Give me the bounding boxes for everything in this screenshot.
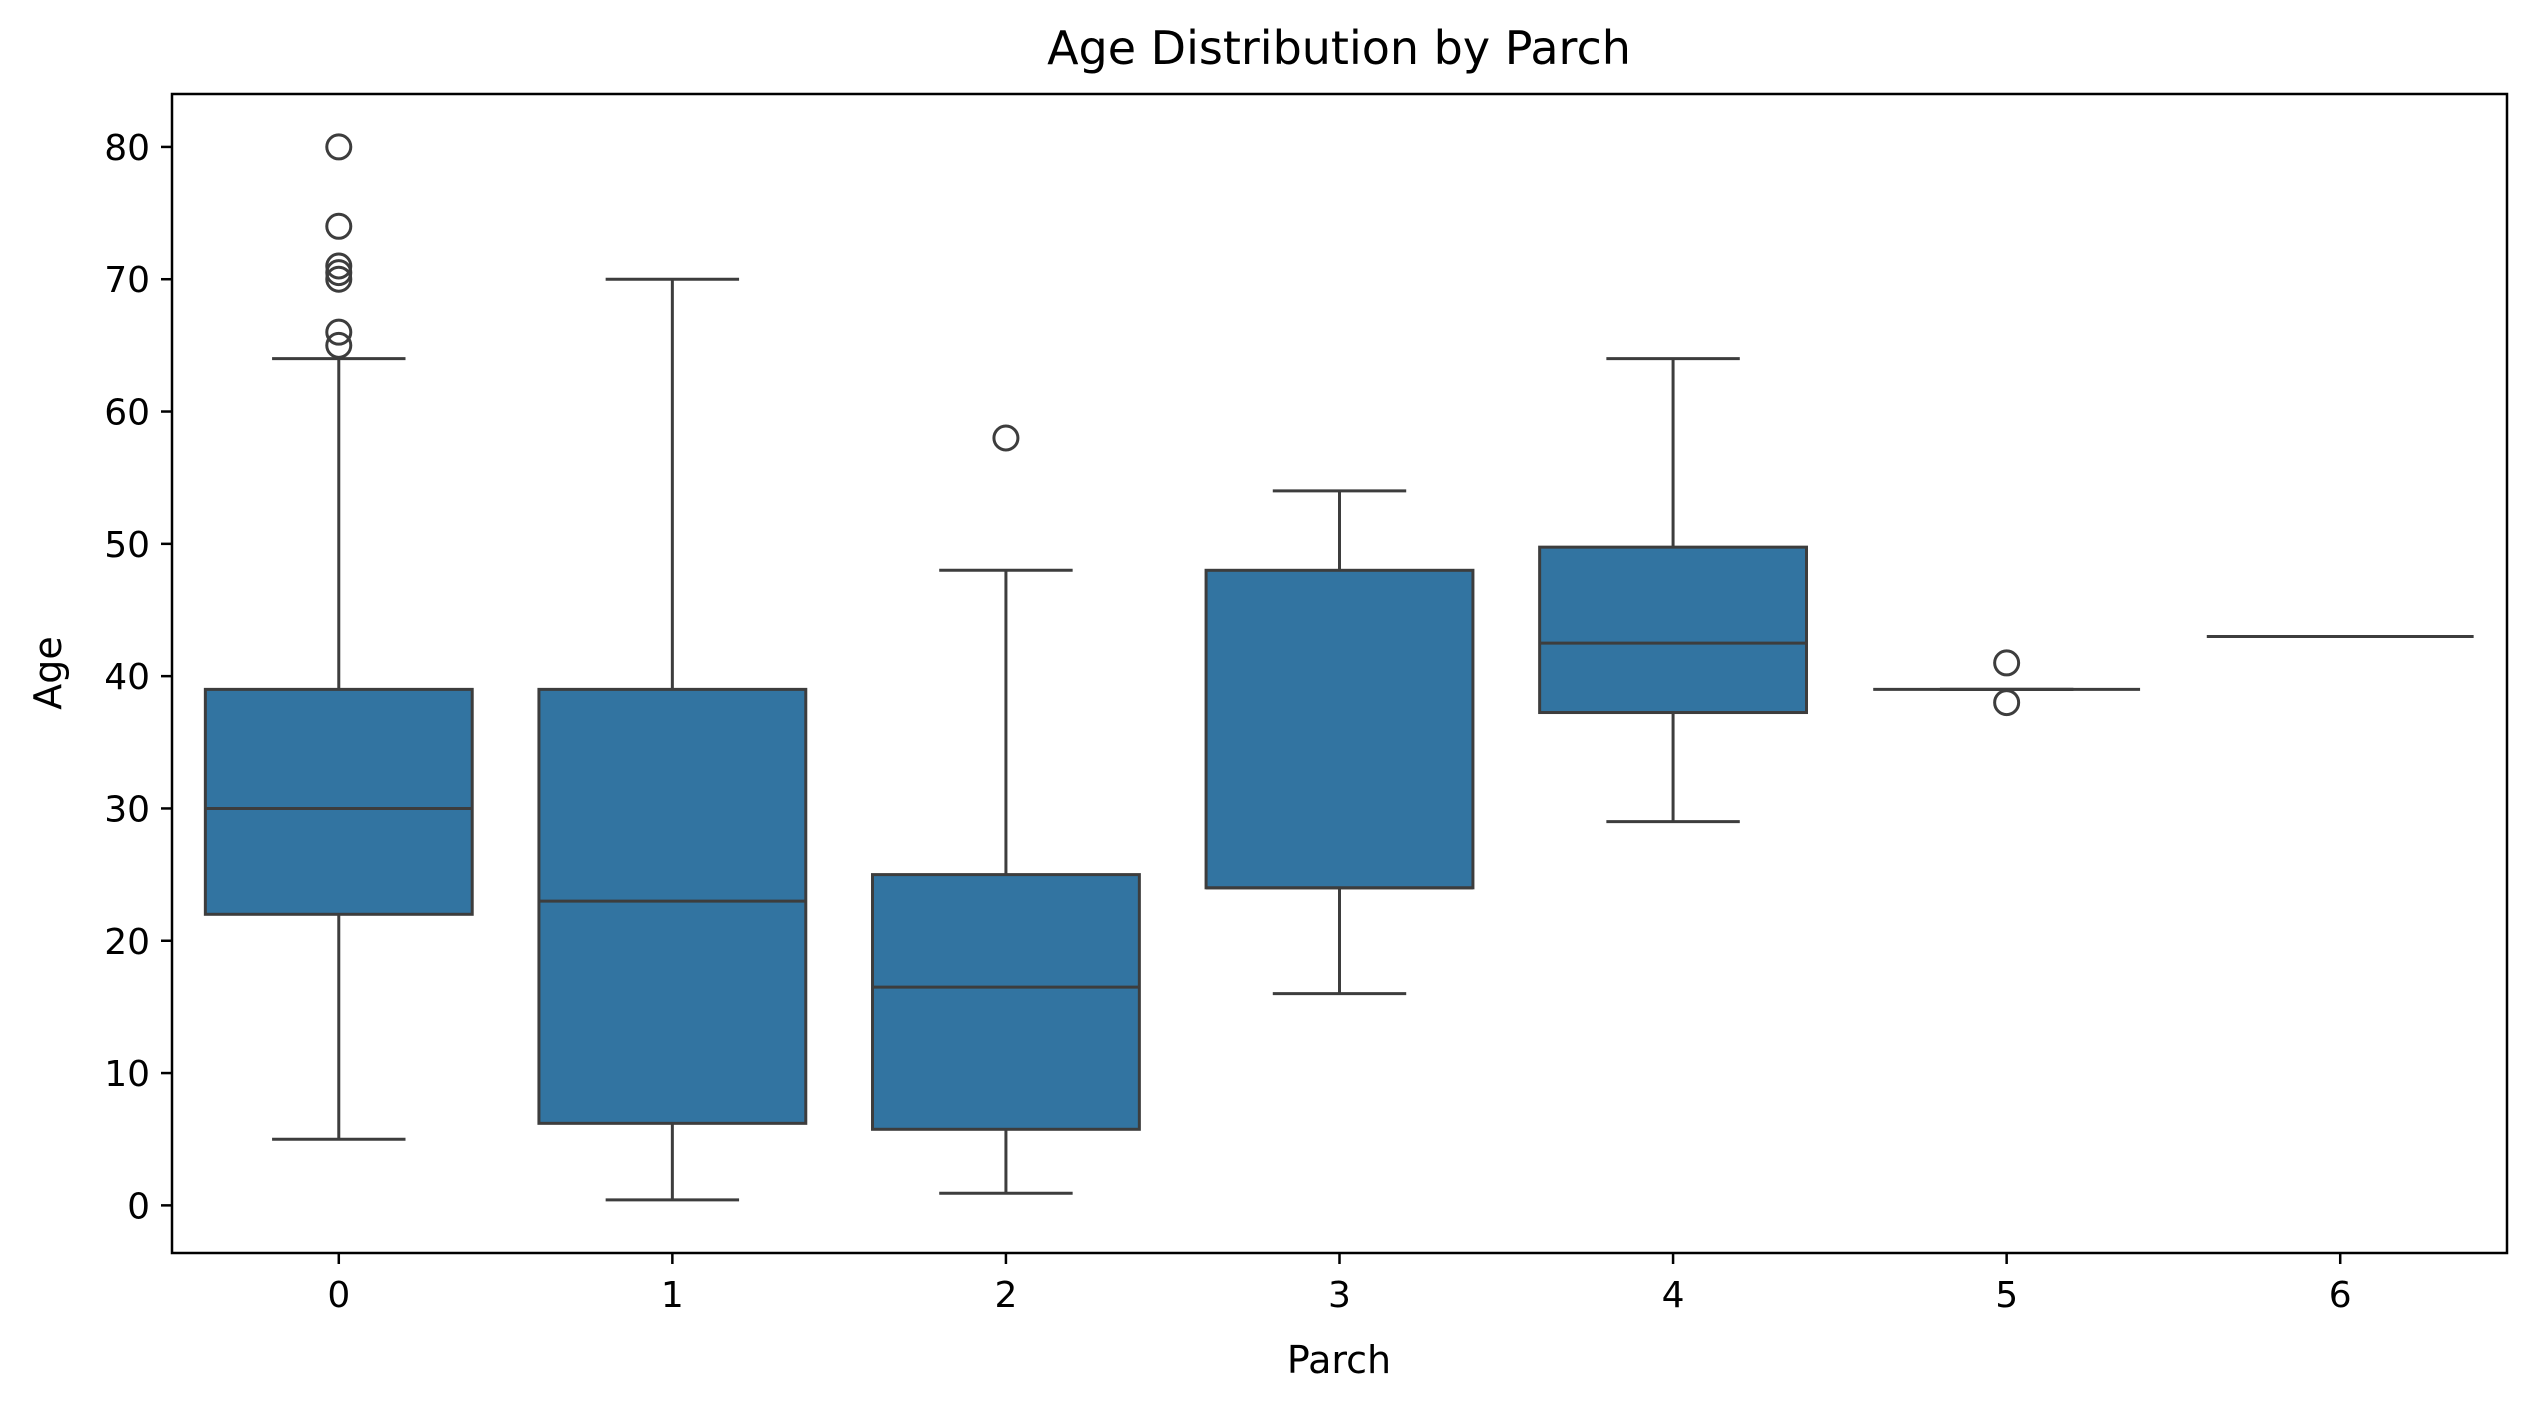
x-axis-label: Parch <box>1287 1338 1391 1382</box>
chart-title: Age Distribution by Parch <box>1047 21 1631 75</box>
x-tick-label: 0 <box>327 1275 350 1316</box>
y-tick-label: 10 <box>104 1054 150 1095</box>
y-tick-label: 40 <box>104 657 150 698</box>
x-tick-label: 2 <box>994 1275 1017 1316</box>
box-iqr <box>203 687 474 916</box>
box-group-parch-0 <box>203 133 474 1141</box>
outlier-point <box>325 265 353 293</box>
outlier-point <box>325 318 353 346</box>
box-group-parch-5 <box>1873 649 2141 717</box>
y-tick-label: 70 <box>104 260 150 301</box>
y-tick-label: 20 <box>104 922 150 963</box>
box-iqr <box>537 687 808 1125</box>
box-group-parch-3 <box>1204 489 1475 996</box>
y-tick-label: 0 <box>127 1186 150 1227</box>
outlier-point <box>1993 649 2021 677</box>
x-tick-label: 1 <box>661 1275 684 1316</box>
box-group-parch-1 <box>537 277 808 1202</box>
outlier-point <box>325 212 353 240</box>
y-tick-label: 80 <box>104 128 150 169</box>
outlier-point <box>992 424 1020 452</box>
outlier-point <box>325 259 353 287</box>
x-tick-label: 5 <box>1995 1275 2018 1316</box>
box-iqr <box>1204 568 1475 890</box>
outlier-point <box>325 252 353 280</box>
outlier-point <box>1993 689 2021 717</box>
box-group-parch-4 <box>1538 357 1808 824</box>
x-tick-label: 4 <box>1662 1275 1685 1316</box>
plot-area <box>203 133 2474 1202</box>
y-tick-label: 60 <box>104 393 150 434</box>
outlier-point <box>325 133 353 161</box>
y-tick-label: 50 <box>104 525 150 566</box>
box-iqr <box>1538 545 1808 715</box>
axes: 0 10 20 30 40 50 60 70 80 0 1 2 3 4 5 6 <box>104 128 2351 1316</box>
outlier-point <box>325 331 353 359</box>
box-iqr <box>871 873 1141 1131</box>
y-axis-label: Age <box>26 636 70 710</box>
x-tick-label: 6 <box>2329 1275 2352 1316</box>
y-tick-label: 30 <box>104 789 150 830</box>
box-group-parch-2 <box>871 424 1141 1195</box>
x-tick-label: 3 <box>1328 1275 1351 1316</box>
